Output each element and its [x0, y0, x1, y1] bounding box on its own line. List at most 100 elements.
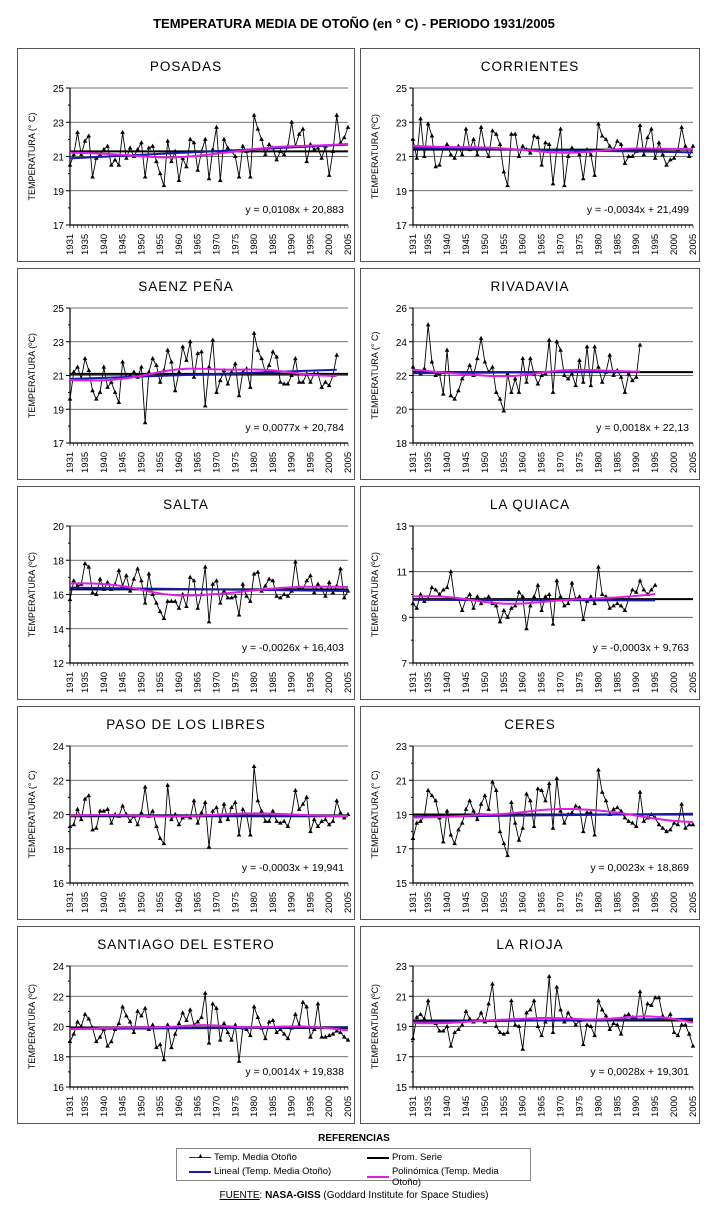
data-point — [459, 607, 465, 612]
data-point — [599, 133, 605, 138]
data-point — [618, 1031, 624, 1036]
x-tick-label: 1955 — [499, 452, 510, 473]
data-point — [596, 767, 601, 772]
data-point — [221, 588, 227, 593]
chart-panel-rivadavia: RIVADAVIA 18 20 22 24 26 1931 1935 1940 1945 1950 1… — [360, 268, 700, 480]
data-point — [285, 593, 291, 598]
x-tick-label: 1940 — [99, 672, 110, 693]
data-point — [338, 1029, 343, 1035]
data-point — [105, 143, 110, 148]
data-point — [675, 1032, 681, 1038]
legend-title: REFERENCIAS — [318, 1133, 390, 1144]
x-tick-label: 1990 — [287, 1096, 298, 1117]
x-tick-label: 1935 — [80, 234, 91, 255]
data-point — [139, 578, 144, 583]
data-point — [120, 803, 125, 808]
x-tick-label: 1995 — [305, 672, 316, 693]
x-tick-label: 2005 — [343, 672, 354, 693]
data-point — [274, 354, 279, 359]
x-tick-label: 1985 — [612, 892, 623, 913]
data-point — [505, 853, 510, 858]
x-tick-label: 1990 — [287, 452, 298, 473]
y-tick-label: 25 — [396, 84, 408, 95]
x-tick-label: 1985 — [612, 234, 623, 255]
data-point — [240, 143, 246, 148]
data-series-line — [412, 324, 641, 412]
data-point — [622, 389, 628, 394]
data-point — [686, 153, 692, 158]
data-point — [255, 1014, 261, 1019]
trend-equation: y = -0,0026x + 16,403 — [242, 642, 344, 654]
data-point — [645, 1001, 650, 1006]
data-point — [641, 152, 647, 157]
data-point — [97, 808, 103, 813]
data-point — [319, 155, 325, 160]
data-point — [255, 126, 261, 131]
data-point — [75, 364, 80, 369]
data-point — [281, 591, 287, 596]
data-point — [425, 121, 431, 126]
x-tick-label: 1995 — [650, 672, 661, 693]
x-tick-label: 1945 — [118, 672, 129, 693]
x-tick-label: 1940 — [442, 234, 453, 255]
x-tick-label: 2000 — [669, 452, 680, 473]
data-point — [281, 818, 287, 823]
x-tick-label: 1965 — [193, 452, 204, 473]
data-point — [501, 1031, 507, 1036]
panel-title: SALTA — [163, 497, 209, 512]
data-point — [67, 597, 73, 602]
data-point — [512, 820, 518, 825]
data-point — [683, 825, 688, 830]
data-point — [475, 152, 480, 157]
panel-title: LA RIOJA — [496, 937, 564, 952]
data-point — [607, 352, 613, 357]
data-point — [259, 356, 264, 361]
data-point — [195, 350, 201, 356]
polynomial-trend-line — [69, 1024, 349, 1032]
x-tick-label: 1980 — [593, 672, 604, 693]
data-point — [225, 381, 231, 386]
x-tick-label: 1985 — [268, 452, 279, 473]
data-point — [497, 619, 503, 624]
data-point — [645, 135, 650, 140]
data-point — [467, 591, 473, 596]
x-tick-label: 2000 — [324, 672, 335, 693]
data-point — [86, 793, 92, 798]
data-point — [611, 1020, 616, 1025]
data-point — [573, 383, 579, 388]
data-point — [596, 121, 601, 126]
data-point — [142, 784, 148, 789]
data-point — [501, 169, 507, 174]
data-point — [157, 379, 163, 384]
x-tick-label: 1935 — [423, 672, 434, 693]
data-point — [607, 1026, 613, 1032]
data-point — [157, 171, 163, 176]
data-point — [664, 829, 669, 834]
y-tick-label: 13 — [396, 522, 408, 533]
data-point — [497, 1029, 503, 1035]
data-point — [467, 1016, 473, 1021]
x-tick-label: 1931 — [408, 892, 419, 913]
data-point — [459, 1022, 465, 1027]
source-detail: (Goddard Institute for Space Studies) — [320, 1190, 489, 1201]
x-tick-label: 1960 — [174, 234, 185, 255]
data-point — [611, 806, 616, 811]
data-point — [195, 605, 201, 610]
data-point — [139, 364, 144, 369]
data-point — [486, 594, 491, 599]
data-point — [124, 573, 129, 578]
data-point — [266, 362, 272, 367]
data-point — [251, 571, 257, 576]
data-point — [596, 998, 601, 1003]
data-point — [422, 1016, 427, 1021]
data-point — [463, 126, 469, 131]
data-point — [603, 136, 609, 141]
magenta-line-icon — [367, 1176, 389, 1178]
x-tick-label: 1975 — [230, 892, 241, 913]
x-tick-label: 2005 — [343, 234, 354, 255]
data-point — [120, 359, 125, 364]
data-point — [562, 1019, 567, 1024]
x-tick-label: 1995 — [650, 234, 661, 255]
data-point — [652, 582, 658, 587]
x-tick-label: 1950 — [480, 1096, 491, 1117]
